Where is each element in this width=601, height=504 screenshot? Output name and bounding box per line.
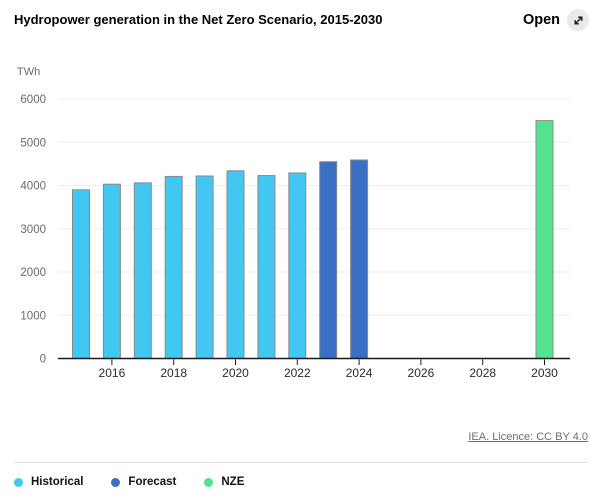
bar-2018-historical[interactable] bbox=[164, 175, 183, 360]
legend-label: Forecast bbox=[128, 476, 177, 488]
y-tick-label-1000: 1000 bbox=[20, 310, 46, 322]
bar-2030-nze[interactable] bbox=[535, 120, 554, 359]
x-tick-label-2028: 2028 bbox=[469, 366, 496, 380]
bar-2021-historical[interactable] bbox=[257, 175, 276, 359]
bar-2016-historical[interactable] bbox=[102, 183, 121, 359]
legend-item-historical[interactable]: Historical bbox=[14, 476, 83, 488]
y-axis-unit-label: TWh bbox=[17, 66, 40, 78]
bar-2023-forecast[interactable] bbox=[319, 161, 338, 360]
y-tick-label-5000: 5000 bbox=[20, 137, 46, 149]
x-tick-label-2026: 2026 bbox=[408, 366, 435, 380]
y-tick-label-6000: 6000 bbox=[20, 94, 46, 106]
bar-2015-historical[interactable] bbox=[72, 189, 90, 359]
bar-2022-historical[interactable] bbox=[288, 172, 307, 359]
bar-2020-historical[interactable] bbox=[226, 170, 245, 359]
legend-dot-historical bbox=[14, 477, 23, 487]
x-tick-label-2030: 2030 bbox=[531, 366, 558, 380]
x-tick-label-2022: 2022 bbox=[284, 366, 311, 380]
x-tick-label-2020: 2020 bbox=[222, 366, 249, 380]
legend-label: Historical bbox=[31, 476, 84, 488]
expand-diagonal-icon bbox=[567, 9, 589, 31]
x-tick-label-2018: 2018 bbox=[160, 366, 187, 380]
hydropower-bar-chart: 0 1000 2000 3000 4000 5000 6000 TWh 2016 2018 2020… bbox=[17, 66, 570, 380]
y-tick-label-4000: 4000 bbox=[20, 181, 46, 193]
y-tick-label-3000: 3000 bbox=[20, 224, 46, 236]
page-title: Hydropower generation in the Net Zero Sc… bbox=[14, 12, 383, 27]
y-tick-label-2000: 2000 bbox=[20, 267, 46, 279]
open-button[interactable]: Open bbox=[523, 9, 589, 31]
y-tick-label-0: 0 bbox=[40, 354, 46, 366]
legend-dot-nze bbox=[204, 477, 214, 487]
x-tick-label-2024: 2024 bbox=[346, 366, 373, 380]
legend: Historical Forecast NZE bbox=[14, 476, 244, 488]
legend-dot-forecast bbox=[111, 477, 121, 487]
x-tick-label-2016: 2016 bbox=[99, 366, 126, 380]
legend-item-nze[interactable]: NZE bbox=[204, 476, 244, 488]
divider bbox=[14, 462, 588, 463]
license-link[interactable]: IEA. Licence: CC BY 4.0 bbox=[468, 431, 588, 443]
bar-2019-historical[interactable] bbox=[195, 175, 214, 359]
bar-2017-historical[interactable] bbox=[133, 182, 152, 359]
legend-label: NZE bbox=[221, 476, 245, 488]
legend-item-forecast[interactable]: Forecast bbox=[111, 476, 176, 488]
open-button-label: Open bbox=[522, 12, 560, 28]
bar-2024-forecast[interactable] bbox=[350, 159, 369, 359]
